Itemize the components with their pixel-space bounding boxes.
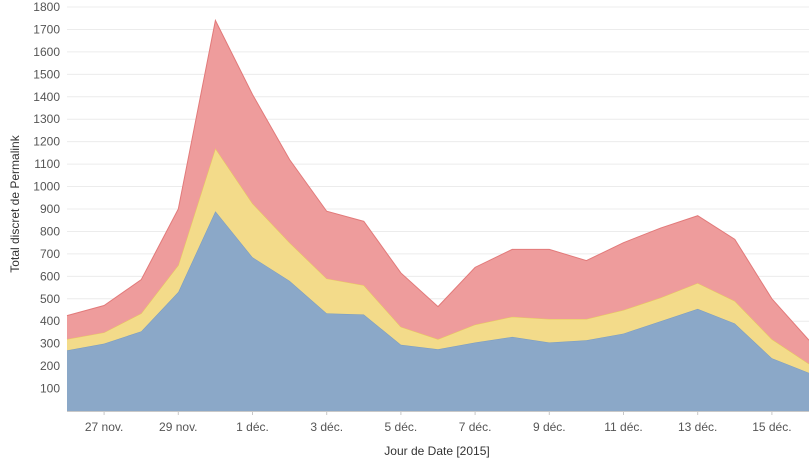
x-tick-label: 5 déc.	[385, 420, 418, 434]
area-series	[66, 18, 809, 411]
y-tick-label: 400	[40, 314, 60, 328]
x-axis-title: Jour de Date [2015]	[384, 444, 489, 458]
y-tick-label: 900	[40, 202, 60, 216]
x-tick-label: 13 déc.	[678, 420, 717, 434]
x-axis: 27 nov. 29 nov. 1 déc. 3 déc. 5 déc. 7 déc. 9 …	[67, 411, 809, 434]
area-series-3	[67, 20, 809, 364]
y-tick-label: 1800	[33, 0, 60, 14]
y-tick-label: 700	[40, 247, 60, 261]
area-series-3-line	[66, 18, 809, 341]
y-tick-label: 1600	[33, 45, 60, 59]
y-tick-label: 1700	[33, 22, 60, 36]
area-series-2	[67, 148, 809, 373]
y-tick-label: 200	[40, 359, 60, 373]
x-tick-label: 27 nov.	[85, 420, 123, 434]
y-tick-label: 1200	[33, 135, 60, 149]
y-tick-label: 1400	[33, 90, 60, 104]
y-tick-label: 800	[40, 224, 60, 238]
area-series-1	[67, 211, 809, 411]
y-tick-label: 1100	[34, 157, 60, 171]
y-tick-label: 500	[40, 292, 60, 306]
y-axis-title: Total discret de Permalink	[8, 134, 22, 272]
x-tick-label: 7 déc.	[459, 420, 492, 434]
x-tick-label: 3 déc.	[310, 420, 343, 434]
y-tick-label: 1500	[33, 67, 60, 81]
x-tick-label: 29 nov.	[159, 420, 197, 434]
y-tick-label: 1300	[33, 112, 60, 126]
y-tick-label: 1000	[33, 180, 60, 194]
x-tick-label: 1 déc.	[236, 420, 269, 434]
x-tick-label: 11 déc.	[604, 420, 642, 434]
y-tick-label: 300	[40, 337, 60, 351]
y-tick-label: 600	[40, 269, 60, 283]
x-tick-label: 9 déc.	[533, 420, 566, 434]
y-axis: 100 200 300 400 500 600 700 800 900 1000 1100 1200 1…	[33, 0, 60, 396]
x-tick-label: 15 déc.	[752, 420, 791, 434]
y-tick-label: 100	[40, 382, 60, 396]
